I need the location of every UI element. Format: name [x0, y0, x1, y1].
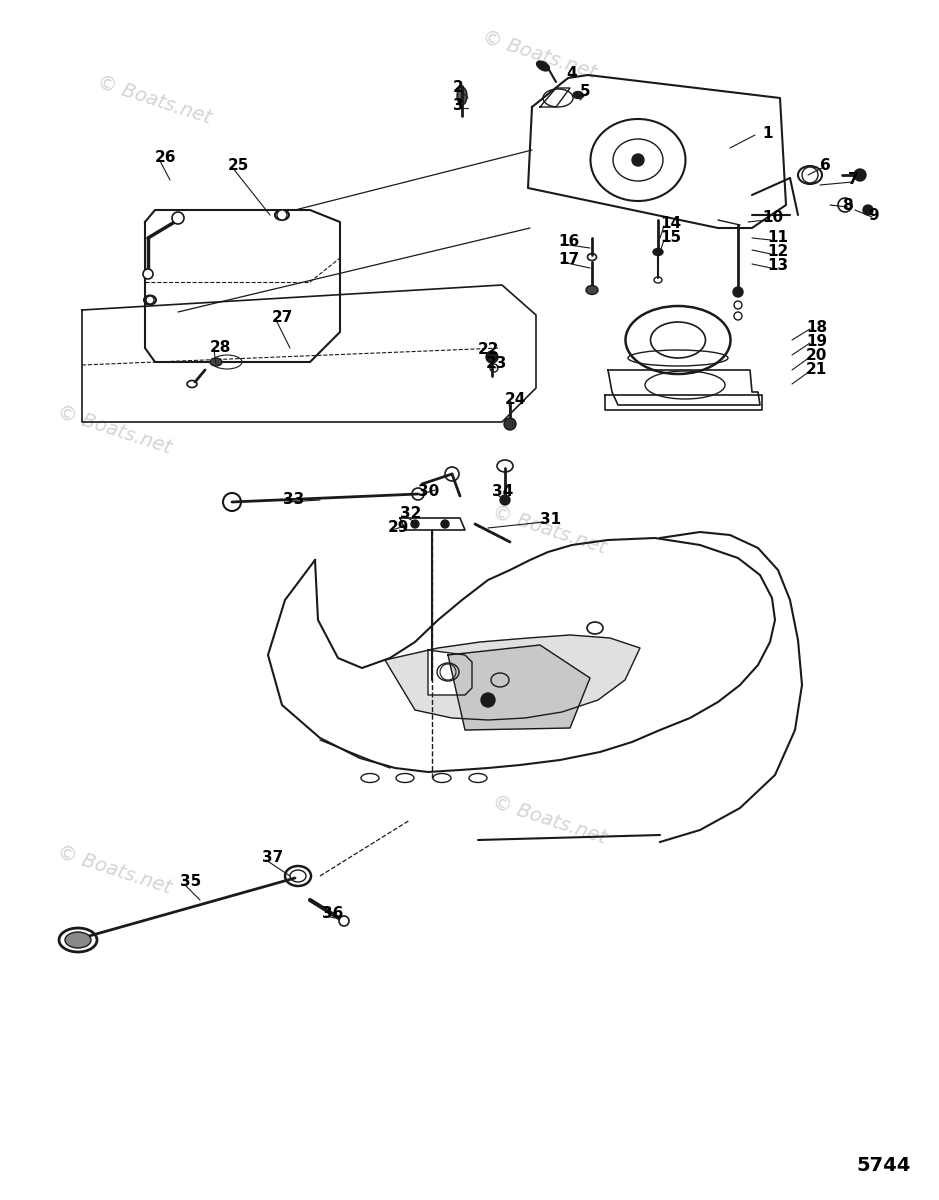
Text: 17: 17: [558, 252, 579, 268]
Circle shape: [143, 269, 153, 278]
Text: 15: 15: [660, 230, 681, 246]
Text: 9: 9: [868, 208, 879, 222]
Text: © Boats.net: © Boats.net: [480, 28, 599, 83]
Text: 8: 8: [842, 198, 853, 212]
Text: 29: 29: [388, 521, 409, 535]
Ellipse shape: [653, 248, 663, 256]
Text: 3: 3: [453, 98, 464, 114]
Circle shape: [146, 296, 154, 304]
Text: © Boats.net: © Boats.net: [490, 792, 609, 847]
Text: © Boats.net: © Boats.net: [95, 72, 214, 127]
Text: 36: 36: [322, 906, 344, 922]
Text: 11: 11: [767, 230, 788, 246]
Polygon shape: [268, 538, 775, 772]
Circle shape: [172, 212, 184, 224]
Text: 24: 24: [505, 392, 527, 408]
Polygon shape: [400, 518, 465, 530]
Polygon shape: [428, 650, 472, 695]
Text: 26: 26: [155, 150, 177, 164]
Circle shape: [411, 520, 419, 528]
Text: 30: 30: [418, 485, 439, 499]
Circle shape: [632, 154, 644, 166]
Text: 25: 25: [228, 157, 250, 173]
Text: 34: 34: [492, 485, 514, 499]
Text: 6: 6: [820, 157, 831, 173]
Ellipse shape: [586, 286, 598, 294]
Text: 23: 23: [486, 356, 507, 372]
Text: 37: 37: [262, 851, 284, 865]
Text: 5: 5: [580, 84, 591, 100]
Ellipse shape: [65, 932, 91, 948]
Text: 2: 2: [453, 80, 464, 96]
Polygon shape: [608, 370, 760, 404]
Polygon shape: [528, 74, 786, 228]
Ellipse shape: [536, 61, 549, 71]
Circle shape: [441, 520, 449, 528]
Text: 12: 12: [767, 245, 788, 259]
Text: 22: 22: [478, 342, 500, 358]
Polygon shape: [82, 284, 536, 422]
Text: 5744: 5744: [856, 1156, 911, 1175]
Ellipse shape: [457, 86, 467, 104]
Circle shape: [481, 692, 495, 707]
Text: © Boats.net: © Boats.net: [490, 503, 609, 558]
Text: 18: 18: [806, 319, 827, 335]
Ellipse shape: [651, 322, 705, 358]
Polygon shape: [605, 395, 762, 410]
Text: 7: 7: [848, 173, 858, 187]
Text: 31: 31: [540, 512, 562, 528]
Polygon shape: [145, 210, 340, 362]
Circle shape: [854, 169, 866, 181]
Text: 13: 13: [767, 258, 788, 274]
Ellipse shape: [210, 358, 222, 366]
Text: 4: 4: [566, 66, 577, 82]
Text: © Boats.net: © Boats.net: [55, 842, 174, 898]
Text: 21: 21: [806, 361, 827, 377]
Text: 19: 19: [806, 334, 827, 348]
Text: 33: 33: [283, 492, 304, 508]
Circle shape: [277, 210, 287, 220]
Text: 32: 32: [400, 506, 422, 522]
Polygon shape: [540, 88, 570, 107]
Circle shape: [339, 916, 349, 926]
Text: 20: 20: [806, 348, 827, 362]
Text: 10: 10: [762, 210, 783, 226]
Circle shape: [802, 167, 818, 182]
Circle shape: [863, 205, 873, 215]
Circle shape: [504, 418, 516, 430]
Ellipse shape: [573, 91, 583, 98]
Text: © Boats.net: © Boats.net: [55, 402, 174, 457]
Text: 16: 16: [558, 234, 579, 250]
Circle shape: [486, 350, 498, 362]
Polygon shape: [448, 646, 590, 730]
Text: 35: 35: [180, 875, 201, 889]
Text: 28: 28: [210, 341, 231, 355]
Text: 1: 1: [762, 126, 773, 140]
Text: 14: 14: [660, 216, 681, 232]
Circle shape: [500, 494, 510, 505]
Polygon shape: [385, 635, 640, 720]
Circle shape: [733, 287, 743, 296]
Text: 27: 27: [272, 311, 293, 325]
